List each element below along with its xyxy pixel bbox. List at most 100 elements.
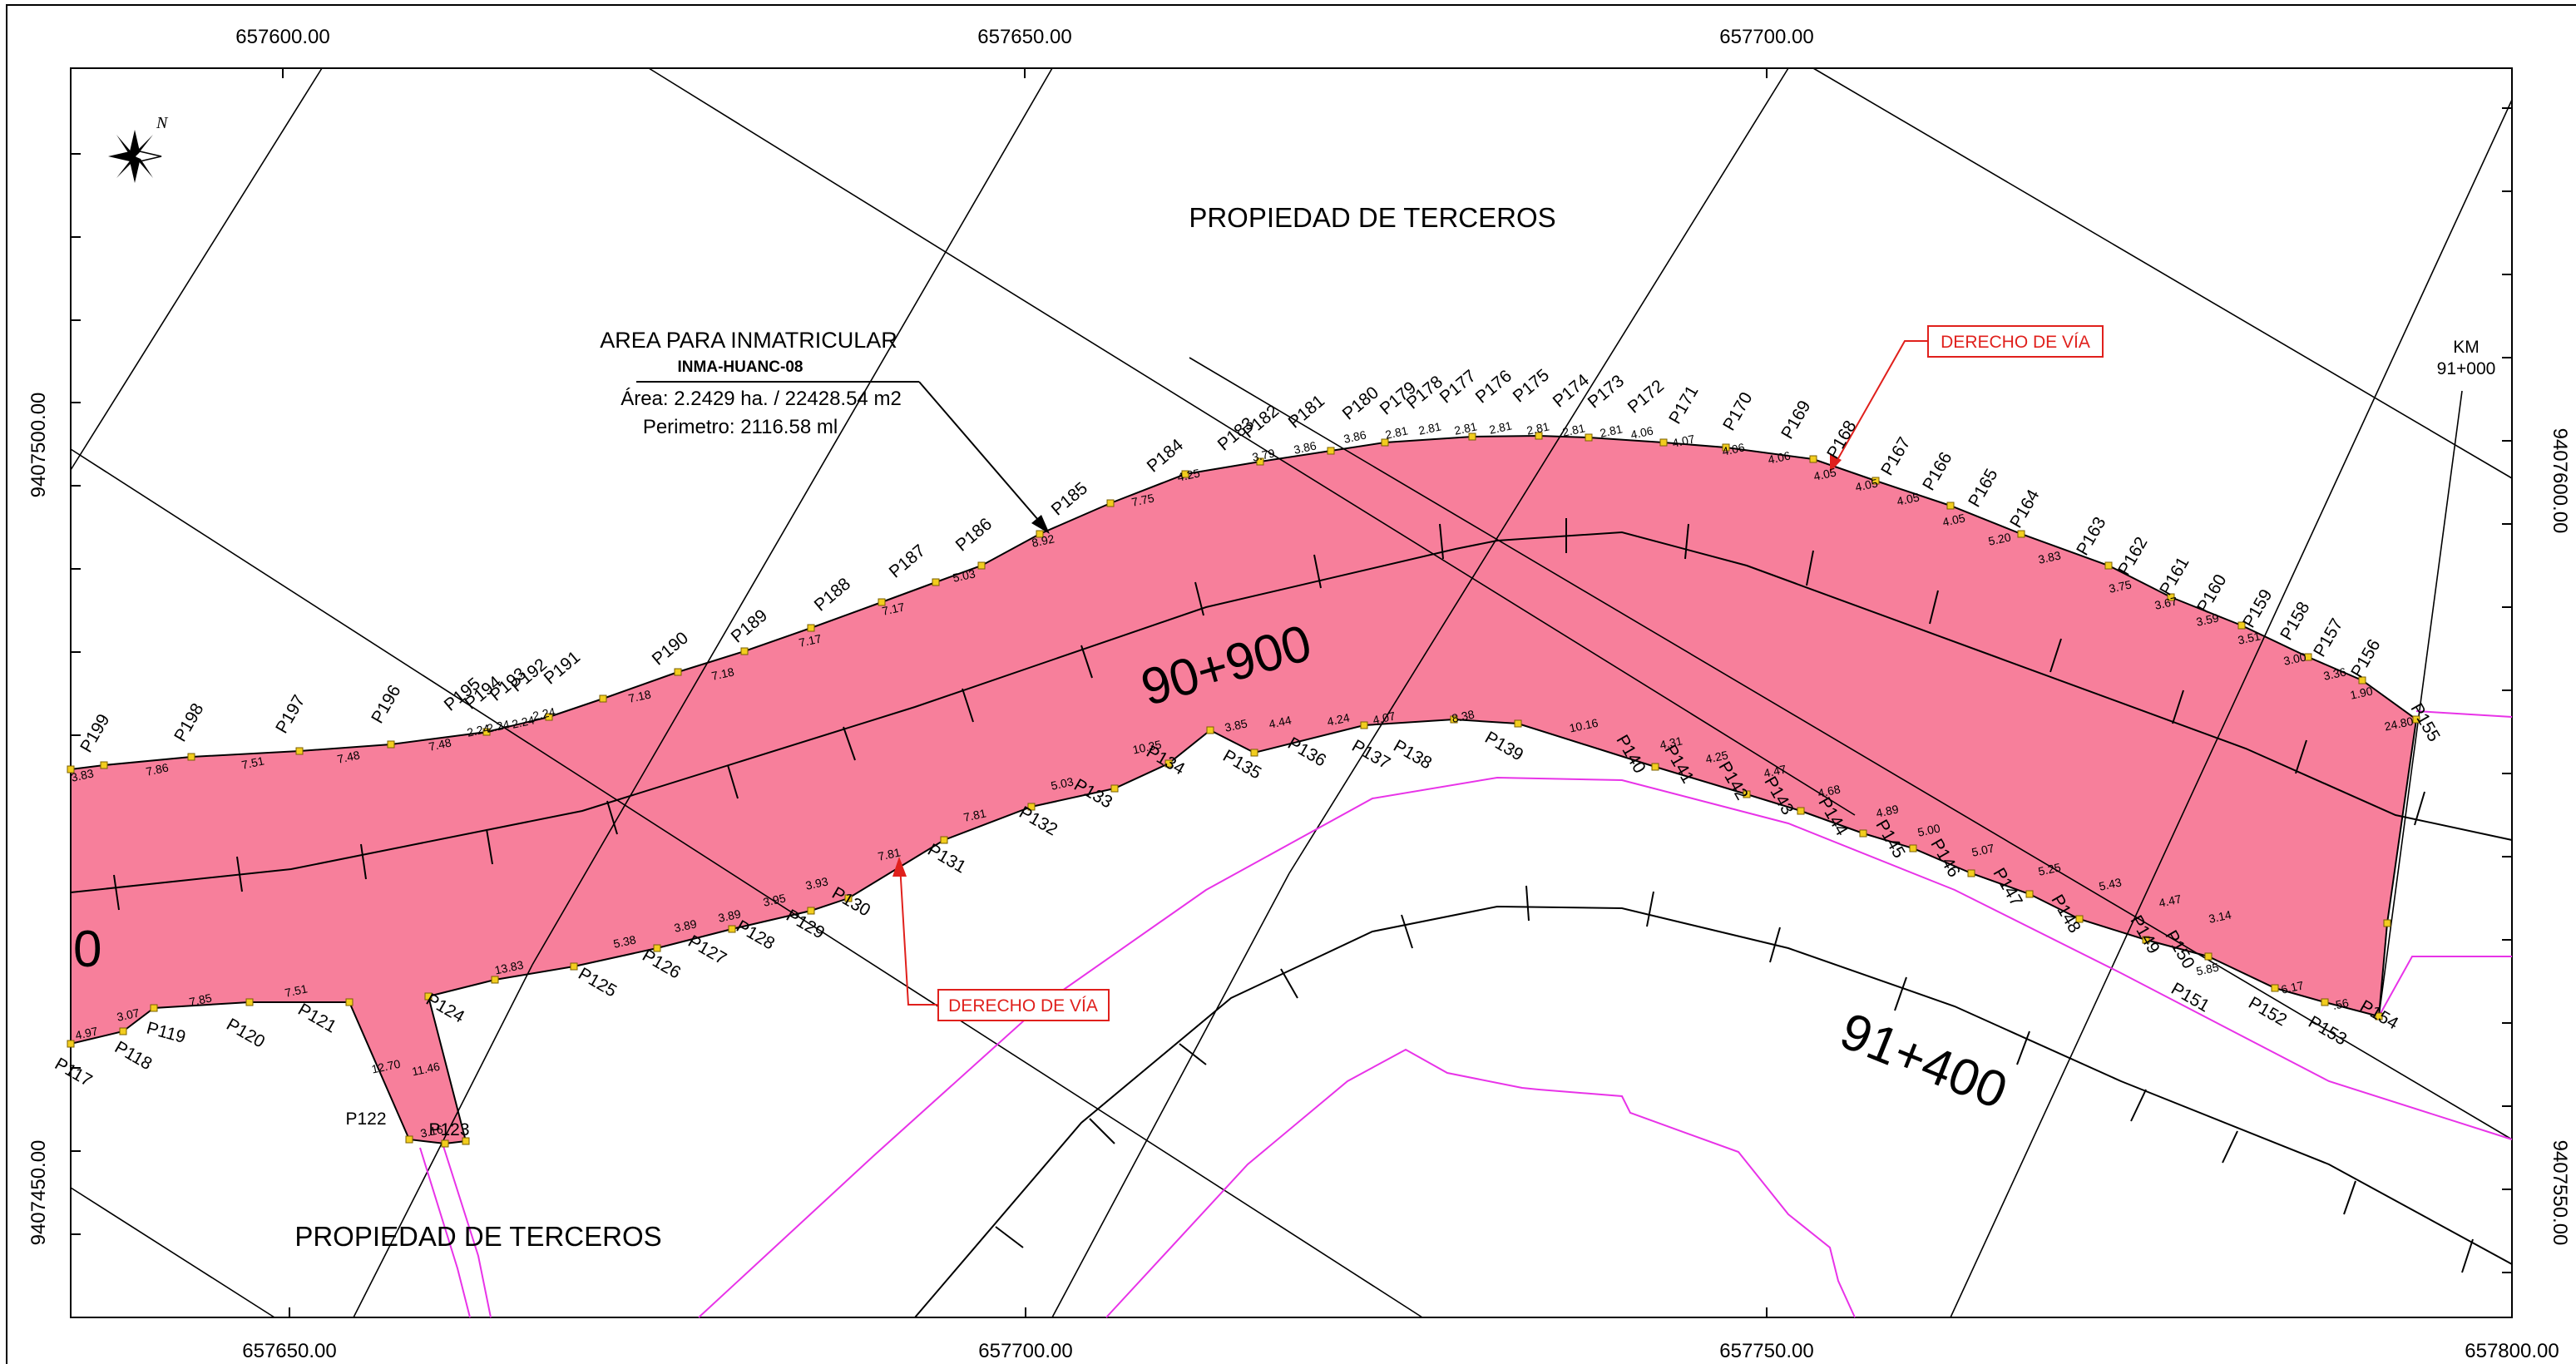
north-arrow-icon: N — [108, 114, 169, 183]
distance-label: 3.85 — [1224, 716, 1248, 734]
vertex-marker — [2142, 936, 2150, 944]
distance-label: 2.81 — [1384, 423, 1409, 441]
row-arrow-top-icon — [1830, 454, 1842, 472]
row-label-bottom: DERECHO DE VÍA — [948, 996, 1098, 1016]
vertex-marker — [2017, 530, 2025, 538]
vertex-marker — [1743, 790, 1751, 798]
distance-label: 7.86 — [145, 760, 170, 778]
distance-label: 3.07 — [116, 1006, 141, 1023]
vertex-marker — [728, 925, 736, 933]
vertex-marker — [674, 668, 682, 676]
grid-label-top-2: 657650.00 — [977, 26, 1071, 48]
distance-label: 3.93 — [804, 874, 829, 892]
distance-label: 5.25 — [2037, 860, 2062, 877]
distance-label: 7.18 — [627, 687, 652, 704]
distance-label: 1.90 — [2349, 684, 2374, 701]
distance-label: 7.81 — [877, 845, 902, 862]
distance-label: 3.83 — [2037, 548, 2062, 566]
distance-label: 3.89 — [717, 907, 742, 924]
distance-label: .56 — [2331, 996, 2351, 1012]
distance-label: 24.80 — [2383, 714, 2415, 734]
distance-label: 12.70 — [370, 1057, 402, 1076]
area-code: INMA-HUANC-08 — [678, 358, 803, 376]
vertex-marker — [1450, 715, 1458, 724]
distance-label: 4.44 — [1268, 713, 1293, 730]
row-leader-bottom — [899, 864, 938, 1006]
distance-label: 2.24 — [466, 721, 491, 739]
area-value: Área: 2.2429 ha. / 22428.54 m2 — [621, 388, 902, 410]
vertex-marker — [844, 894, 853, 902]
vertex-marker — [2304, 653, 2312, 661]
vertex-marker — [150, 1004, 158, 1012]
distance-label: 4.05 — [1854, 476, 1879, 493]
distance-label: 2.81 — [1525, 419, 1550, 437]
distance-label: 5.07 — [1970, 841, 1995, 858]
distance-label: 2.81 — [1561, 421, 1586, 438]
grid-label-bottom-1: 657650.00 — [242, 1340, 336, 1362]
area-title: AREA PARA INMATRICULAR — [600, 328, 897, 353]
distance-label: 4.07 — [1372, 709, 1397, 726]
vertex-marker — [462, 1137, 470, 1145]
distance-label: 7.17 — [881, 600, 906, 617]
distance-label: 4.06 — [1767, 448, 1792, 466]
third-party-label-bottom: PROPIEDAD DE TERCEROS — [294, 1221, 661, 1252]
distance-label: 5.43 — [2098, 875, 2123, 892]
vertex-marker — [653, 944, 661, 952]
distance-label: 3.14 — [2208, 907, 2232, 925]
vertex-marker — [1871, 477, 1880, 485]
vertex-marker — [1106, 499, 1115, 507]
area-leader-arrow-icon — [1031, 515, 1050, 534]
vertex-marker — [1110, 784, 1119, 793]
distance-label: 2.81 — [1488, 418, 1513, 436]
distance-label: 3.83 — [70, 766, 95, 783]
vertex-marker — [940, 836, 948, 844]
grid-label-top-1: 657600.00 — [235, 26, 329, 48]
distance-label: 3.89 — [673, 917, 698, 934]
grid-label-bottom-2: 657700.00 — [978, 1340, 1072, 1362]
distance-label: 7.85 — [188, 991, 213, 1008]
magenta-boundaries — [419, 710, 2513, 1318]
vertex-marker — [1809, 455, 1817, 463]
distance-label: 3.51 — [2237, 629, 2262, 646]
vertex-marker — [1514, 719, 1522, 728]
distance-label: 5.38 — [612, 932, 637, 950]
distance-label: 10.35 — [1131, 738, 1163, 757]
vertex-marker — [119, 1027, 127, 1035]
distance-label: 4.47 — [1763, 762, 1787, 779]
grid-label-top-3: 657700.00 — [1719, 26, 1813, 48]
distance-label: 7.18 — [710, 665, 735, 682]
distance-label: 4.05 — [1896, 490, 1921, 507]
vertex-marker — [2321, 998, 2329, 1006]
point-label: P123 — [428, 1120, 469, 1139]
row-arrow-bottom-icon — [892, 857, 907, 877]
distance-label: 7.51 — [284, 981, 309, 999]
vertex-marker — [2412, 715, 2420, 724]
distance-label: 3.16 — [419, 1122, 444, 1139]
distance-label: 7.48 — [336, 748, 361, 765]
distance-label: 4.05 — [1812, 465, 1837, 482]
distance-label: 6.17 — [2280, 978, 2305, 996]
vertex-marker — [2025, 890, 2034, 898]
vertex-marker — [1468, 432, 1476, 441]
distance-label: 4.97 — [74, 1024, 99, 1041]
vertex-marker — [67, 1040, 75, 1048]
vertex-marker — [1722, 443, 1730, 452]
vertex-marker — [424, 992, 433, 1001]
grid-label-bottom-4: 657800.00 — [2465, 1340, 2559, 1362]
vertex-marker — [545, 713, 553, 721]
row-box-bottom — [937, 989, 1110, 1021]
vertex-marker — [2104, 561, 2113, 570]
distance-label: 3.36 — [2322, 665, 2347, 682]
distance-label: 4.06 — [1629, 423, 1654, 441]
vertex-marker — [491, 976, 499, 984]
distance-label: 2.81 — [1599, 422, 1624, 439]
perimeter-value: Perimetro: 2116.58 ml — [643, 416, 838, 438]
distance-label: 8.92 — [1031, 531, 1056, 549]
vertex-marker — [740, 647, 749, 655]
distance-label: 3.79 — [1251, 446, 1276, 463]
vertex-marker — [482, 728, 491, 736]
lower-distance-labels: 4.97 3.07 7.85 7.51 12.70 3.16 11.46 13.83 5.38 3… — [74, 707, 2350, 1139]
upper-distance-labels: 3.83 7.86 7.51 7.487.482.242.24 2.242.247.18… — [70, 418, 2415, 783]
distance-label: 3.00 — [2282, 650, 2307, 667]
grid-label-right-2: 9407550.00 — [2549, 1140, 2571, 1246]
